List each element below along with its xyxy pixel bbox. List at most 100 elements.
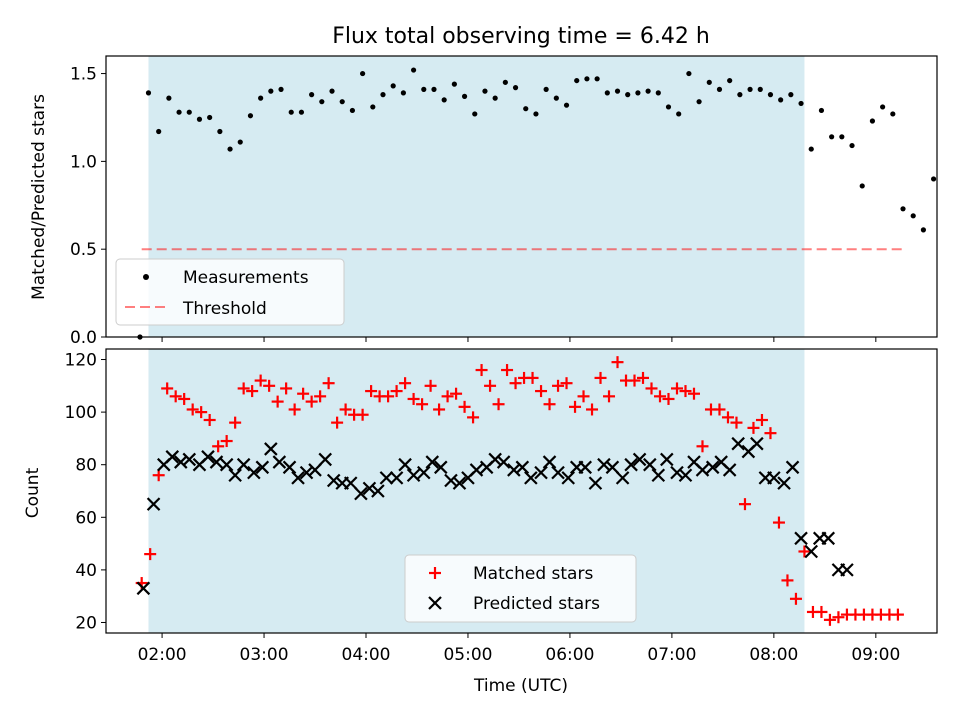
predicted-star-point xyxy=(452,476,467,490)
measurement-point xyxy=(410,67,417,73)
matched-star-point xyxy=(509,377,522,390)
predicted-star-point xyxy=(515,460,530,475)
bottom-y-tick-label: 60 xyxy=(75,508,97,528)
bottom-y-tick-label: 100 xyxy=(65,403,97,423)
matched-star-point xyxy=(484,379,497,392)
top-y-ticks: 0.0 0.5 1.0 1.5 xyxy=(70,65,106,348)
matched-star-point xyxy=(390,385,403,398)
bottom-x-tick-label: 05:00 xyxy=(443,645,492,665)
predicted-star-point xyxy=(165,450,180,464)
matched-star-point xyxy=(169,390,182,403)
predicted-star-point xyxy=(551,465,565,480)
predicted-star-point xyxy=(670,465,684,480)
matched-star-point xyxy=(475,364,488,377)
predicted-star-point xyxy=(201,450,215,464)
matched-star-point xyxy=(433,403,446,416)
top-y-tick-label: 1.5 xyxy=(70,65,97,85)
matched-star-point xyxy=(645,382,658,395)
matched-star-point xyxy=(764,427,777,440)
matched-star-point xyxy=(730,416,743,429)
top-plot-frame xyxy=(105,55,938,338)
bottom-x-tick-label: 06:00 xyxy=(545,645,594,665)
predicted-star-point xyxy=(804,544,819,559)
predicted-star-point xyxy=(731,436,745,451)
matched-star-point xyxy=(713,403,726,416)
predicted-star-point xyxy=(406,468,421,483)
measurement-point xyxy=(145,90,152,96)
measurement-point xyxy=(931,176,937,182)
matched-star-point xyxy=(203,414,216,426)
predicted-star-point xyxy=(767,471,781,485)
measurement-point xyxy=(523,106,529,112)
bottom-x-tick-label: 08:00 xyxy=(749,645,798,665)
matched-star-point xyxy=(526,371,539,384)
measurement-point xyxy=(553,95,559,101)
matched-star-point xyxy=(229,416,242,429)
predicted-star-point xyxy=(398,457,412,472)
measurement-point xyxy=(563,102,570,108)
matched-star-point xyxy=(670,382,683,395)
predicted-star-point xyxy=(542,455,557,469)
matched-star-point xyxy=(594,371,607,384)
measurement-point xyxy=(196,116,203,122)
matched-star-point xyxy=(721,411,734,424)
predicted-star-point xyxy=(425,455,440,469)
bottom-panel: 20 40 60 80 100 120 02:00 03:00 04:00 05:00 06:00… xyxy=(23,348,938,696)
matched-star-point xyxy=(577,390,590,403)
measurement-point xyxy=(502,79,508,85)
matched-star-point xyxy=(237,382,250,395)
predicted-star-point xyxy=(561,471,576,485)
measurement-point xyxy=(849,142,855,149)
matched-star-point xyxy=(696,440,709,453)
matched-star-point xyxy=(815,605,828,618)
measurement-point xyxy=(298,109,305,115)
matched-star-point xyxy=(798,545,811,558)
matched-star-point xyxy=(687,387,700,400)
top-x-ticks xyxy=(161,337,877,342)
predicted-star-point xyxy=(146,497,161,511)
matched-star-point xyxy=(637,371,650,384)
predicted-star-point xyxy=(389,471,404,485)
matched-star-point xyxy=(161,382,174,395)
measurement-point xyxy=(512,85,519,91)
predicted-star-point xyxy=(299,465,314,480)
matched-star-point xyxy=(679,385,692,398)
matched-star-point xyxy=(314,390,327,403)
predicted-star-point xyxy=(597,457,611,472)
measurement-point xyxy=(166,95,172,101)
legend-measurements-label: Measurements xyxy=(183,268,309,288)
matched-star-point xyxy=(467,411,480,424)
measurement-point xyxy=(258,95,264,101)
matched-star-point xyxy=(144,548,157,561)
predicted-star-point xyxy=(785,460,800,475)
measurement-point xyxy=(869,118,876,124)
top-panel: Flux total observing time = 6.42 h 0.00.… xyxy=(29,24,938,348)
matched-star-point xyxy=(450,387,463,400)
measurement-point xyxy=(186,109,192,115)
measurement-point xyxy=(635,90,641,96)
measurement-point xyxy=(461,93,468,99)
predicted-star-point xyxy=(660,452,674,467)
bottom-x-tick-label: 07:00 xyxy=(647,645,696,665)
matched-star-point xyxy=(755,414,768,426)
measurement-point xyxy=(370,104,376,110)
matched-star-point xyxy=(246,385,259,398)
matched-star-point xyxy=(747,421,760,434)
bottom-legend-box xyxy=(404,554,637,623)
measurement-point xyxy=(920,227,927,233)
matched-stars-series xyxy=(135,356,904,626)
bottom-plot-frame xyxy=(105,348,938,634)
measurement-point xyxy=(665,104,672,110)
matched-star-point xyxy=(586,403,599,416)
bottom-y-tick-label: 20 xyxy=(75,613,97,633)
bottom-x-ticks: 02:00 03:00 04:00 05:00 06:00 07:00 08:00 09:00 xyxy=(138,633,900,665)
measurement-point xyxy=(533,111,539,117)
measurement-point xyxy=(880,104,886,110)
measurement-point xyxy=(237,139,243,145)
bottom-x-tick-label: 03:00 xyxy=(240,645,289,665)
matched-star-point xyxy=(339,403,352,416)
measurement-point xyxy=(156,128,162,135)
matched-star-point xyxy=(280,382,293,395)
predicted-star-point xyxy=(488,452,502,467)
matched-star-point xyxy=(781,574,794,587)
